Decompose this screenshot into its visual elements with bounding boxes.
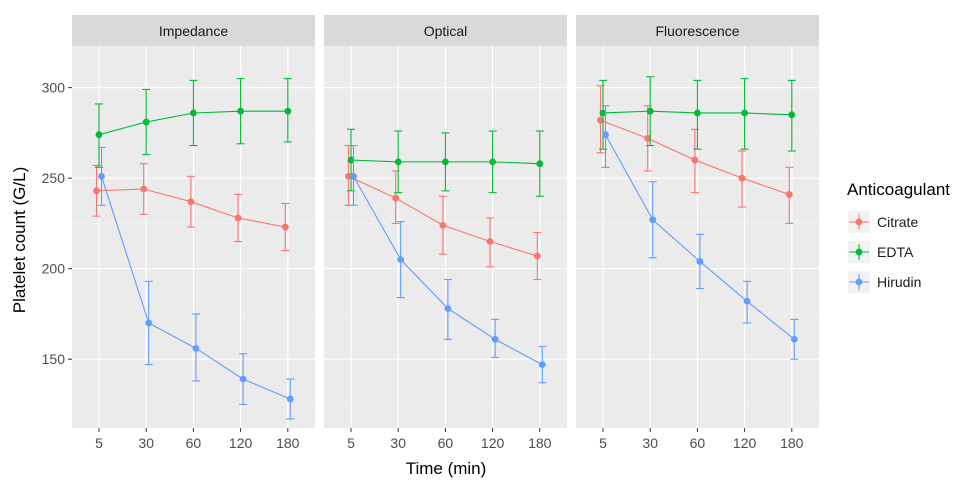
x-tick-label: 180 <box>780 435 804 451</box>
facet-panel-fluorescence: Fluorescence 5 30 60 120 180 <box>576 15 819 451</box>
y-tick-label: 250 <box>42 170 66 186</box>
series-citrate <box>596 85 794 224</box>
data-point <box>95 131 103 139</box>
data-point <box>237 107 245 115</box>
data-point <box>281 223 289 231</box>
x-tick-label: 5 <box>599 435 607 451</box>
series-hirudin <box>601 105 799 360</box>
x-tick-label: 60 <box>186 435 202 451</box>
facet-strip-label: Optical <box>424 23 468 39</box>
x-tick-label: 180 <box>276 435 300 451</box>
data-point <box>533 252 541 260</box>
data-point <box>486 238 494 245</box>
data-point <box>743 297 751 305</box>
legend-label: Hirudin <box>877 274 921 290</box>
x-tick-label: 30 <box>390 435 406 451</box>
x-tick-label: 180 <box>528 435 552 451</box>
x-tick-label: 120 <box>229 435 253 451</box>
facet-strip <box>72 15 315 46</box>
data-point <box>145 319 153 327</box>
legend-item-edta: EDTA <box>848 241 914 263</box>
data-point <box>394 158 402 166</box>
y-tick-label: 300 <box>42 80 66 96</box>
series-edta <box>347 128 544 197</box>
legend-keys: Citrate EDTA Hirudin <box>848 211 921 293</box>
series-hirudin <box>97 146 295 420</box>
data-point <box>234 214 242 222</box>
data-point <box>140 185 148 193</box>
data-point <box>489 158 496 166</box>
y-axis-title: Platelet count (G/L) <box>10 167 29 313</box>
facet-strip <box>324 15 567 46</box>
data-point <box>284 107 292 115</box>
x-tick-label: 5 <box>95 435 103 451</box>
data-point <box>644 134 652 142</box>
legend-label: Citrate <box>877 214 918 230</box>
data-point <box>350 172 357 180</box>
data-point <box>142 118 150 126</box>
legend-label: EDTA <box>877 244 914 260</box>
series-hirudin <box>349 145 547 384</box>
data-point <box>599 109 607 117</box>
y-tick-label: 150 <box>42 351 66 367</box>
data-point <box>239 375 247 383</box>
data-point <box>190 109 197 117</box>
data-point <box>392 194 400 202</box>
data-point <box>444 305 452 312</box>
y-axis: 150 200 250 300 <box>42 80 72 367</box>
data-point <box>788 111 796 119</box>
x-axis-title: Time (min) <box>406 459 487 478</box>
data-point <box>602 131 609 139</box>
legend-item-citrate: Citrate <box>848 211 918 233</box>
legend-item-hirudin: Hirudin <box>848 271 921 293</box>
facet-strip-label: Fluorescence <box>655 23 739 39</box>
legend-title: Anticoagulant <box>847 180 950 199</box>
y-tick-label: 200 <box>42 261 66 277</box>
data-point <box>738 174 746 182</box>
series-edta <box>95 78 292 168</box>
x-tick-label: 60 <box>438 435 454 451</box>
x-tick-label: 5 <box>347 435 355 451</box>
data-point <box>696 258 704 265</box>
data-point <box>187 198 195 206</box>
legend: Anticoagulant Citrate EDTA Hirudin <box>847 180 950 293</box>
data-point <box>439 221 447 229</box>
series-citrate <box>92 163 290 252</box>
data-point <box>93 187 100 195</box>
facet-panel-impedance: Impedance 5 30 60 120 180 <box>72 15 315 451</box>
x-tick-label: 120 <box>733 435 757 451</box>
data-point <box>691 156 699 164</box>
data-point <box>286 395 294 403</box>
data-point <box>790 335 798 343</box>
x-tick-label: 60 <box>690 435 706 451</box>
legend-key-point <box>855 278 863 286</box>
x-tick-label: 30 <box>642 435 658 451</box>
data-point <box>536 160 544 168</box>
facet-strip-label: Impedance <box>159 23 228 39</box>
data-point <box>347 156 355 164</box>
facet-panel-optical: Optical 5 30 60 120 180 <box>324 15 567 451</box>
data-point <box>192 344 200 352</box>
data-point <box>694 109 701 117</box>
data-point <box>491 335 499 343</box>
data-point <box>345 172 352 180</box>
data-point <box>646 107 654 115</box>
series-citrate <box>344 145 542 281</box>
data-point <box>785 191 793 198</box>
data-point <box>442 158 449 166</box>
series-edta <box>599 76 796 152</box>
legend-key-point <box>855 218 863 226</box>
data-point <box>98 172 105 180</box>
data-point <box>538 361 546 369</box>
data-point <box>397 256 405 264</box>
facet-strip <box>576 15 819 46</box>
data-point <box>649 216 657 224</box>
x-tick-label: 30 <box>138 435 154 451</box>
x-tick-label: 120 <box>481 435 505 451</box>
data-point <box>597 116 604 124</box>
legend-key-point <box>855 248 863 256</box>
data-point <box>741 109 748 117</box>
